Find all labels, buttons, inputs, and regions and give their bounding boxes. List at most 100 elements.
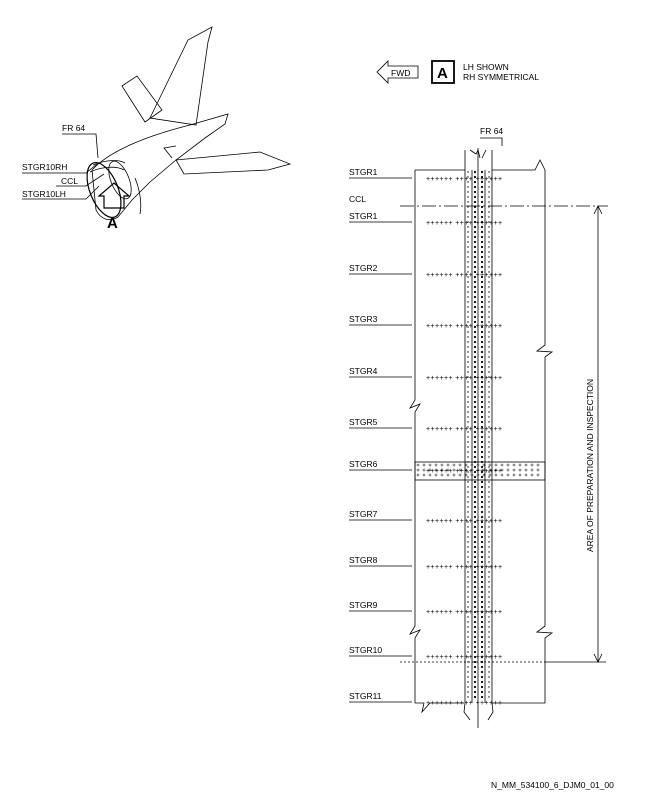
fastener-dot (467, 246, 469, 248)
fastener-row: ++++++ ++++ ++++++ (426, 518, 503, 525)
fastener-dot (473, 665, 477, 669)
fastener-dot (480, 650, 484, 654)
fastener-dot (473, 645, 477, 649)
fastener-dot (480, 255, 484, 259)
stringer-label: STGR1 (349, 211, 378, 221)
fastener-dot (467, 291, 469, 293)
fastener-dot (467, 331, 469, 333)
fastener-dot (488, 291, 490, 293)
fastener-dot (488, 526, 490, 528)
band-hatch (506, 468, 510, 472)
fastener-dot (473, 590, 477, 594)
fastener-dot (480, 430, 484, 434)
fastener-dot (480, 230, 484, 234)
fastener-dot (473, 325, 477, 329)
fastener-dot (488, 356, 490, 358)
fastener-dot (467, 581, 469, 583)
note-lh-shown: LH SHOWN (463, 62, 509, 72)
band-hatch (428, 468, 432, 472)
ccl-label: CCL (61, 176, 78, 186)
fastener-dot (467, 656, 469, 658)
fastener-dot (473, 185, 477, 189)
fastener-dot (467, 511, 469, 513)
fastener-dot (480, 410, 484, 414)
fastener-dot (473, 345, 477, 349)
fastener-dot (467, 571, 469, 573)
fastener-dot (480, 630, 484, 634)
fastener-dot (480, 180, 484, 184)
fastener-dot (480, 400, 484, 404)
fastener-dot (467, 356, 469, 358)
fastener-dot (480, 345, 484, 349)
fastener-dot (473, 685, 477, 689)
stringer-leaders (349, 177, 412, 703)
fastener-dot (467, 481, 469, 483)
fastener-dot (473, 670, 477, 674)
fastener-dot (488, 466, 490, 468)
panel-top-edge (415, 159, 546, 171)
stringer-label: STGR2 (349, 263, 378, 273)
stgr10lh-label: STGR10LH (22, 189, 66, 199)
fastener-row: ++++++ ++++ ++++++ (426, 564, 503, 571)
fastener-dot (467, 566, 469, 568)
fastener-dot (488, 241, 490, 243)
fastener-dot (473, 610, 477, 614)
fastener-dot (480, 435, 484, 439)
fastener-row: ++++++ ++++ ++++++ (426, 426, 503, 433)
fastener-dot (480, 685, 484, 689)
fastener-dot (473, 460, 477, 464)
fastener-dot (488, 346, 490, 348)
fastener-dot (480, 295, 484, 299)
fastener-dot (480, 445, 484, 449)
fastener-dot (488, 541, 490, 543)
fastener-dot (473, 655, 477, 659)
fastener-dot (473, 440, 477, 444)
fastener-dot (480, 170, 484, 174)
fastener-dot (467, 286, 469, 288)
stringer-label: STGR3 (349, 314, 378, 324)
fastener-dot (473, 500, 477, 504)
fastener-dot (473, 490, 477, 494)
fastener-dot (467, 621, 469, 623)
fastener-dot (480, 610, 484, 614)
fastener-dot (488, 551, 490, 553)
fastener-dot (467, 576, 469, 578)
fastener-dot (467, 216, 469, 218)
fastener-dot (467, 686, 469, 688)
fastener-dot (480, 595, 484, 599)
fastener-dot (488, 511, 490, 513)
fastener-dot (467, 351, 469, 353)
fastener-dot (467, 586, 469, 588)
band-hatch (416, 463, 420, 467)
fastener-dot (467, 321, 469, 323)
fastener-dot (473, 190, 477, 194)
fastener-dot (488, 516, 490, 518)
fastener-dot (473, 305, 477, 309)
area-label: AREA OF PREPARATION AND INSPECTION (585, 379, 595, 552)
fwd-arrow-icon (376, 60, 419, 84)
fastener-dot (480, 470, 484, 474)
fastener-dot (473, 410, 477, 414)
fastener-dot (480, 315, 484, 319)
band-hatch (434, 473, 438, 477)
fastener-dot (480, 580, 484, 584)
fastener-dot (488, 366, 490, 368)
fastener-dot (467, 436, 469, 438)
fastener-dot (473, 640, 477, 644)
fastener-dot (480, 250, 484, 254)
fastener-dot (473, 550, 477, 554)
fastener-dot (467, 631, 469, 633)
fastener-dot (467, 171, 469, 173)
fastener-dot (480, 280, 484, 284)
fastener-dot (473, 680, 477, 684)
fastener-dot (480, 395, 484, 399)
fastener-dot (488, 296, 490, 298)
fastener-dot (488, 471, 490, 473)
band-hatch (440, 463, 444, 467)
fastener-dot (467, 516, 469, 518)
fastener-dot (488, 501, 490, 503)
stringer-label: STGR9 (349, 600, 378, 610)
fastener-dot (473, 295, 477, 299)
fastener-dot (467, 191, 469, 193)
fastener-dot (467, 256, 469, 258)
